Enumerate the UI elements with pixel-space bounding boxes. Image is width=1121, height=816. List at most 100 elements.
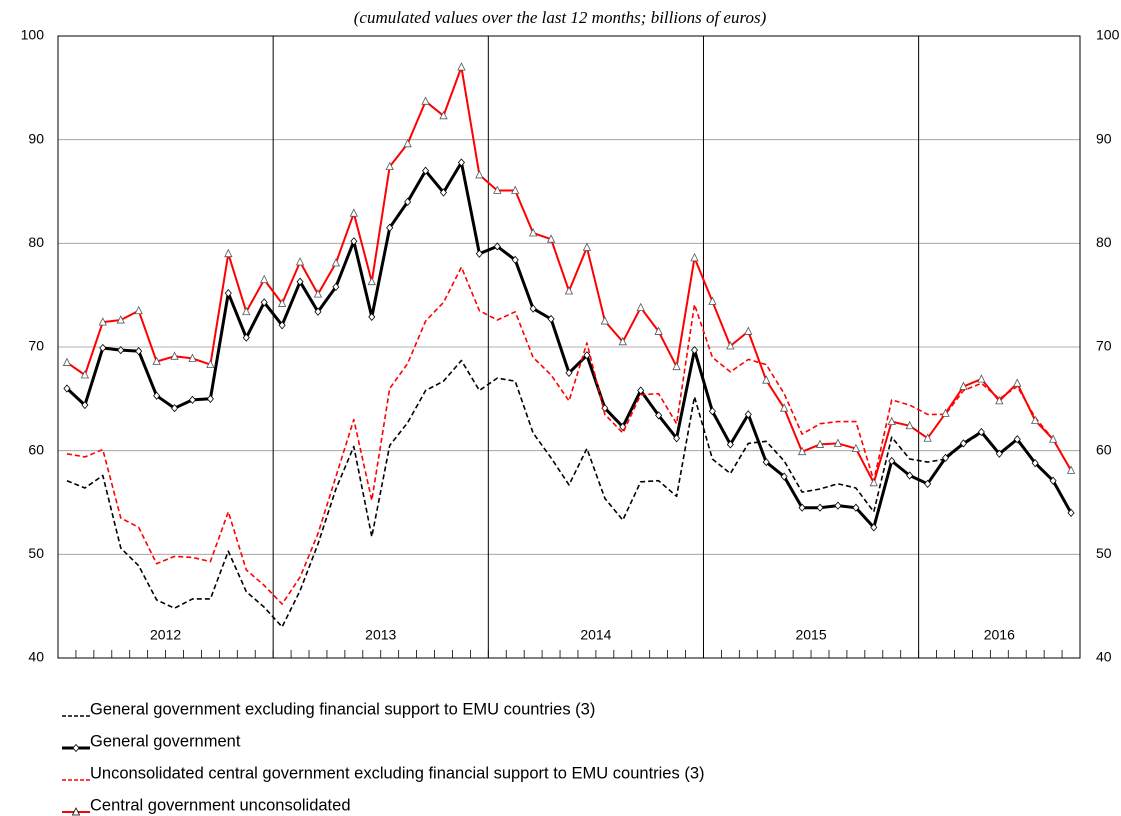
series-marker [654, 326, 663, 335]
series-marker [780, 403, 789, 412]
series-marker [816, 503, 824, 512]
plot-frame [57, 35, 1081, 659]
series-marker [457, 158, 465, 167]
series-marker [744, 410, 752, 419]
series-marker [367, 276, 376, 286]
series-marker [404, 197, 412, 206]
series-marker [81, 400, 89, 410]
series-marker [833, 438, 843, 447]
series-marker [655, 411, 663, 420]
y-tick-label: 90 [28, 130, 44, 146]
series-marker [941, 408, 950, 417]
series-marker [618, 336, 627, 346]
series-marker [708, 407, 716, 416]
series-marker [99, 343, 107, 353]
series-marker [153, 391, 161, 400]
series-marker [977, 374, 986, 383]
series-marker [726, 440, 734, 449]
series-marker [546, 234, 556, 243]
legend-label: General government excluding financial s… [90, 700, 595, 718]
series-marker [672, 361, 681, 371]
x-tick-label: 2012 [150, 627, 181, 643]
series-marker [1013, 378, 1022, 387]
series-marker [171, 404, 179, 413]
series-marker [134, 305, 143, 315]
series-marker [959, 381, 968, 390]
series-marker [762, 457, 770, 467]
series-marker [673, 434, 681, 443]
series-marker [528, 228, 538, 237]
series-marker [815, 439, 825, 448]
series-marker [1067, 508, 1075, 517]
series-marker [188, 353, 197, 362]
y-tick-label: 50 [28, 545, 44, 561]
series-marker [116, 315, 125, 324]
series-marker [332, 282, 340, 291]
series-marker [439, 188, 448, 197]
series-marker [1048, 434, 1058, 443]
series-marker [798, 503, 806, 512]
series-marker [511, 255, 519, 265]
chart-subtitle: (cumulated values over the last 12 month… [354, 8, 767, 27]
series-marker [457, 62, 466, 71]
series-marker [977, 427, 985, 437]
series-marker [421, 96, 430, 105]
series-marker [80, 370, 90, 379]
series-marker [959, 439, 967, 448]
legend-marker [72, 743, 80, 753]
series-marker [905, 420, 914, 430]
x-tick-label: 2014 [580, 627, 611, 643]
y-tick-label: 100 [21, 27, 45, 43]
series-marker [475, 249, 483, 258]
series-marker [493, 242, 501, 251]
y-tick-label: 40 [28, 649, 44, 665]
series-marker [582, 242, 592, 251]
series-marker [242, 306, 251, 316]
series-line [66, 266, 1072, 605]
series-marker [690, 252, 699, 262]
series-marker [852, 503, 860, 512]
series-marker [851, 443, 861, 452]
series-marker [529, 304, 537, 313]
series-marker [260, 274, 269, 284]
series-marker [888, 456, 896, 466]
series-marker [331, 258, 341, 267]
series-marker [260, 298, 268, 307]
series-marker [923, 433, 932, 442]
series-marker [296, 277, 304, 286]
series-marker [744, 326, 753, 335]
y2-tick-label: 40 [1096, 649, 1112, 665]
series-marker [152, 356, 161, 365]
legend-marker [71, 807, 81, 816]
series-marker [995, 396, 1004, 405]
series-marker [1066, 465, 1076, 474]
series-marker [422, 166, 430, 175]
series-marker [385, 161, 394, 171]
series-marker [780, 472, 788, 481]
series-marker [762, 375, 771, 384]
series-marker [135, 347, 143, 356]
y2-tick-label: 80 [1096, 234, 1112, 250]
series-marker [313, 289, 323, 298]
series-marker [386, 223, 394, 232]
series-line [65, 161, 1073, 529]
series-marker [350, 237, 358, 246]
legend-label: Central government unconsolidated [90, 796, 351, 814]
series-marker [797, 446, 807, 456]
y-tick-label: 80 [28, 234, 44, 250]
series-marker [600, 316, 610, 325]
y2-tick-label: 60 [1096, 441, 1112, 457]
series-marker [295, 257, 305, 266]
series-marker [98, 317, 107, 326]
series-marker [887, 416, 896, 426]
series-marker [924, 479, 932, 488]
legend-label: Unconsolidated central government exclud… [90, 764, 705, 782]
series-marker [439, 110, 448, 120]
series-marker [224, 288, 232, 298]
series-marker [870, 523, 878, 532]
y-tick-label: 60 [28, 441, 44, 457]
x-tick-label: 2015 [795, 627, 826, 643]
y2-tick-label: 50 [1096, 545, 1112, 561]
series-marker [708, 296, 717, 305]
